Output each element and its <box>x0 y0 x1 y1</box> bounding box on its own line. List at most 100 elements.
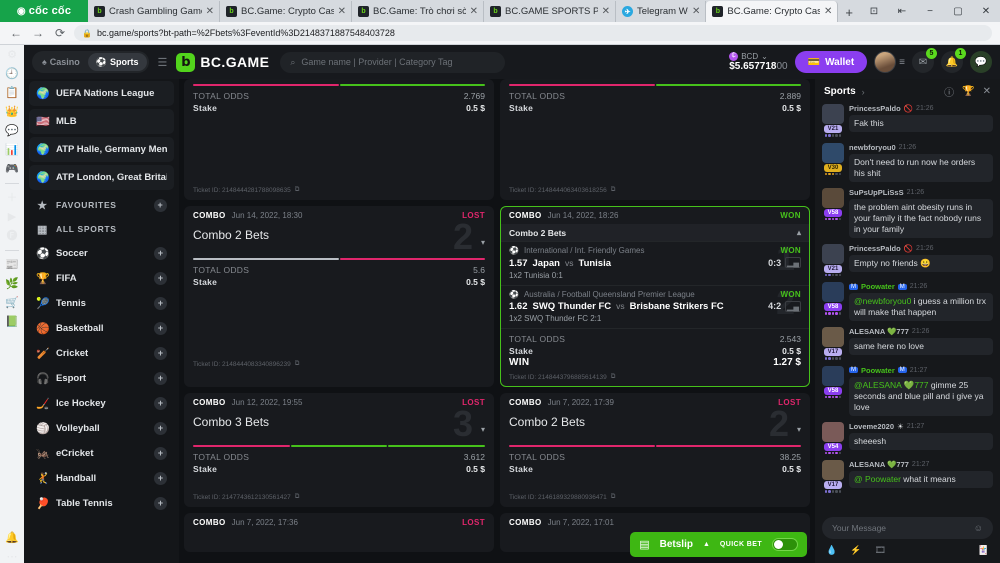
chat-avatar-block[interactable]: V21 <box>822 243 844 276</box>
browser-tab[interactable]: b BC.GAME SPORTS PARLAYS C ✕ <box>484 1 616 22</box>
expand-soccer-icon[interactable]: + <box>154 246 167 260</box>
chat-username[interactable]: ALESANA 💚777 <box>849 327 909 336</box>
chat-username[interactable]: PrincessPaldo <box>849 243 901 253</box>
expand-esport-icon[interactable]: + <box>154 371 167 385</box>
reading-list-icon[interactable]: 📋 <box>5 87 19 99</box>
stats-chart-icon[interactable]: ▁▄ <box>785 300 801 312</box>
tab-close-icon[interactable]: ✕ <box>337 6 346 17</box>
ticket-id-row[interactable]: Ticket ID: 2147743612130561427 ⧉ <box>185 489 493 506</box>
chevron-up-icon[interactable]: ▲ <box>702 541 710 548</box>
tip-icon[interactable]: 💧 <box>826 545 838 555</box>
sidebar-item-basketball[interactable]: 🏀 Basketball + <box>29 316 174 340</box>
profile-area[interactable]: ≡ <box>874 51 905 73</box>
gif-icon[interactable]: 🎞 <box>874 545 886 555</box>
bet-card[interactable]: TOTAL ODDS 2.769 Stake 0.5 $ Ticket ID: … <box>184 79 494 200</box>
hamburger-icon[interactable]: ☰ <box>157 56 168 69</box>
ticket-id-row[interactable]: Ticket ID: 2146189329880936471 ⧉ <box>501 489 809 506</box>
avatar[interactable] <box>822 460 844 480</box>
new-tab-button[interactable]: + <box>845 5 853 20</box>
tab-close-icon[interactable]: ✕ <box>601 6 610 17</box>
gamepad-icon[interactable]: 🎮 <box>5 163 19 175</box>
coccoc-brand-button[interactable]: ◉ cốc cốc <box>0 0 88 22</box>
combo-collapse-header[interactable]: Combo 2 Bets ▴ <box>501 224 809 241</box>
rain-icon[interactable]: ⚡ <box>850 545 862 555</box>
chat-toggle-button[interactable]: 💬 <box>970 51 992 73</box>
trophy-icon[interactable]: 🏆 <box>962 86 975 97</box>
copy-icon[interactable]: ⧉ <box>610 493 616 500</box>
chat-avatar-block[interactable]: V30 <box>822 142 844 182</box>
sidebar-item-handball[interactable]: 🤾 Handball + <box>29 466 174 490</box>
bet-card[interactable]: COMBO Jun 14, 2022, 18:30 LOST Combo 2 B… <box>184 206 494 387</box>
sidebar-league-uefa[interactable]: 🌍 UEFA Nations League <box>29 81 174 106</box>
chat-username[interactable]: SuPsUpPLiSsS <box>849 187 904 197</box>
tab-casino[interactable]: ♠ Casino <box>34 53 88 71</box>
tab-close-icon[interactable]: ✕ <box>692 6 701 17</box>
close-window-button[interactable]: ✕ <box>981 5 991 17</box>
avatar[interactable] <box>822 327 844 347</box>
chat-username[interactable]: PrincessPaldo <box>849 104 901 113</box>
chat-username[interactable]: Poowater <box>861 282 895 291</box>
chat-username[interactable]: Loveme2020 <box>849 421 895 431</box>
news-icon[interactable]: 📰 <box>5 259 19 271</box>
favourites-section[interactable]: ★ FAVOURITES + <box>29 193 174 217</box>
copy-icon[interactable]: ⧉ <box>610 186 616 193</box>
ticket-id-row[interactable]: Ticket ID: 2148443796885614139 ⧉ <box>501 369 809 386</box>
chat-avatar-block[interactable]: V54 <box>822 421 844 454</box>
avatar[interactable] <box>822 187 844 208</box>
expand-ecricket-icon[interactable]: + <box>154 446 167 460</box>
more-options-icon[interactable]: ⋯ <box>6 551 18 563</box>
sidebar-item-ice-hockey[interactable]: 🏒 Ice Hockey + <box>29 391 174 415</box>
ticket-id-row[interactable]: Ticket ID: 2148444083340896239 ⧉ <box>185 356 493 373</box>
sidebar-item-ecricket[interactable]: 🦗 eCricket + <box>29 441 174 465</box>
add-extension-icon[interactable]: ＋ <box>6 192 18 204</box>
profile-menu-icon[interactable]: ≡ <box>899 56 905 68</box>
sidebar-league-atp-london[interactable]: 🌍 ATP London, Great Britain <box>29 165 174 190</box>
avatar[interactable] <box>822 421 844 442</box>
spreadsheet-icon[interactable]: 📗 <box>5 316 19 328</box>
minimize-button[interactable]: − <box>927 5 933 17</box>
bet-card[interactable]: COMBO Jun 7, 2022, 17:36 LOST <box>184 513 494 552</box>
message-input[interactable]: Your Message ☺ <box>822 517 993 539</box>
bet-selection[interactable]: 2 ⚽ Australia / Football Queensland Prem… <box>501 284 809 329</box>
forward-button[interactable]: → <box>32 26 44 40</box>
avatar[interactable] <box>822 365 844 386</box>
mail-button[interactable]: ✉ 5 <box>912 48 937 73</box>
all-sports-section[interactable]: ▦ ALL SPORTS <box>29 217 174 241</box>
chat-avatar-block[interactable]: V58 <box>822 365 844 416</box>
chat-mention[interactable]: @ALESANA 💚777 <box>854 379 929 390</box>
sidebar-item-cricket[interactable]: 🏏 Cricket + <box>29 341 174 365</box>
avatar[interactable] <box>822 104 844 124</box>
sidebar-item-fifa[interactable]: 🏆 FIFA + <box>29 266 174 290</box>
youtube-icon[interactable]: ▶ <box>7 211 17 223</box>
quick-bet-toggle[interactable] <box>772 538 798 551</box>
avatar[interactable] <box>822 243 844 264</box>
analytics-icon[interactable]: 📊 <box>5 144 19 156</box>
crown-icon[interactable]: 👑 <box>5 106 19 118</box>
sidebar-league-atp-halle[interactable]: 🌍 ATP Halle, Germany Men <box>29 137 174 162</box>
sidebar-item-volleyball[interactable]: 🏐 Volleyball + <box>29 416 174 440</box>
sidebar-item-esport[interactable]: 🎧 Esport + <box>29 366 174 390</box>
bet-card[interactable]: COMBO Jun 7, 2022, 17:39 LOST Combo 2 Be… <box>500 393 810 507</box>
browser-tab[interactable]: b BC.Game: Trò chơi sòng bạc ✕ <box>352 1 484 22</box>
reload-button[interactable]: ⟳ <box>54 26 66 40</box>
expand-ice-hockey-icon[interactable]: + <box>154 396 167 410</box>
chat-avatar-block[interactable]: V58 <box>822 187 844 238</box>
chat-room-title[interactable]: Sports <box>824 86 856 97</box>
shopping-cart-icon[interactable]: 🛒 <box>5 297 19 309</box>
card-icon[interactable]: 🃏 <box>977 545 989 555</box>
betslip-bar[interactable]: ▤ Betslip ▲ QUICK BET <box>630 532 807 557</box>
browser-tab-active[interactable]: b BC.Game: Crypto Casino Gam ✕ <box>706 1 839 22</box>
avatar[interactable] <box>874 51 897 73</box>
tab-close-icon[interactable]: ✕ <box>469 6 478 17</box>
settings-gear-icon[interactable]: ⚙ <box>7 49 17 61</box>
browser-tab[interactable]: ✈ Telegram Web ✕ <box>616 1 707 22</box>
expand-fifa-icon[interactable]: + <box>154 271 167 285</box>
bet-card[interactable]: COMBO Jun 12, 2022, 19:55 LOST Combo 3 B… <box>184 393 494 507</box>
close-icon[interactable]: ✕ <box>982 86 991 97</box>
chevron-right-icon[interactable]: › <box>861 86 865 97</box>
collapse-icon[interactable]: ⇤ <box>897 5 907 17</box>
tab-sports[interactable]: ⚽ Sports <box>87 53 147 71</box>
chat-mention[interactable]: @newbforyou0 <box>854 296 912 306</box>
expand-favourites-icon[interactable]: + <box>154 198 167 212</box>
currency-selector[interactable]: ₵ BCD ⌄ <box>729 52 787 61</box>
